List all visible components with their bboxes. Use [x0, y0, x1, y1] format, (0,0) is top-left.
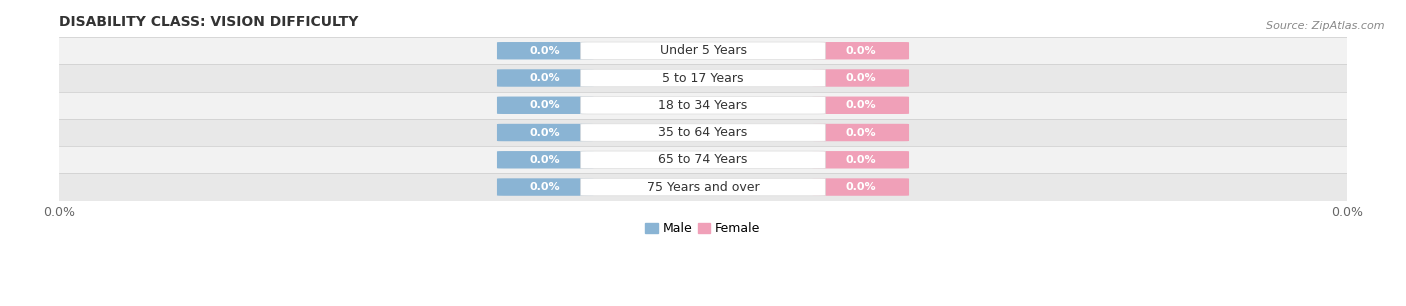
Legend: Male, Female: Male, Female [641, 217, 765, 240]
Text: 0.0%: 0.0% [530, 128, 561, 137]
Text: 0.0%: 0.0% [845, 100, 876, 110]
Text: 0.0%: 0.0% [845, 46, 876, 56]
FancyBboxPatch shape [496, 42, 593, 59]
Text: 0.0%: 0.0% [530, 100, 561, 110]
FancyBboxPatch shape [496, 178, 593, 196]
Text: 35 to 64 Years: 35 to 64 Years [658, 126, 748, 139]
FancyBboxPatch shape [581, 42, 825, 59]
FancyBboxPatch shape [581, 124, 825, 141]
FancyBboxPatch shape [581, 69, 825, 87]
Bar [59, 146, 1347, 174]
Bar [59, 119, 1347, 146]
Text: 65 to 74 Years: 65 to 74 Years [658, 153, 748, 166]
Bar [59, 174, 1347, 201]
Bar [59, 91, 1347, 119]
Text: 0.0%: 0.0% [845, 73, 876, 83]
Text: 5 to 17 Years: 5 to 17 Years [662, 72, 744, 84]
Text: DISABILITY CLASS: VISION DIFFICULTY: DISABILITY CLASS: VISION DIFFICULTY [59, 15, 359, 29]
FancyBboxPatch shape [581, 96, 825, 114]
Text: Under 5 Years: Under 5 Years [659, 44, 747, 57]
Text: 0.0%: 0.0% [530, 73, 561, 83]
Text: 0.0%: 0.0% [530, 155, 561, 165]
FancyBboxPatch shape [496, 69, 593, 87]
FancyBboxPatch shape [813, 151, 910, 169]
FancyBboxPatch shape [496, 96, 593, 114]
FancyBboxPatch shape [813, 96, 910, 114]
Text: 75 Years and over: 75 Years and over [647, 181, 759, 194]
Text: 0.0%: 0.0% [845, 182, 876, 192]
FancyBboxPatch shape [813, 178, 910, 196]
Text: 18 to 34 Years: 18 to 34 Years [658, 99, 748, 112]
Text: Source: ZipAtlas.com: Source: ZipAtlas.com [1267, 21, 1385, 32]
FancyBboxPatch shape [581, 178, 825, 196]
FancyBboxPatch shape [813, 42, 910, 59]
Text: 0.0%: 0.0% [530, 46, 561, 56]
FancyBboxPatch shape [813, 69, 910, 87]
FancyBboxPatch shape [813, 124, 910, 141]
Text: 0.0%: 0.0% [845, 128, 876, 137]
Text: 0.0%: 0.0% [530, 182, 561, 192]
FancyBboxPatch shape [496, 124, 593, 141]
Bar [59, 37, 1347, 64]
Text: 0.0%: 0.0% [845, 155, 876, 165]
FancyBboxPatch shape [581, 151, 825, 169]
FancyBboxPatch shape [496, 151, 593, 169]
Bar [59, 64, 1347, 91]
